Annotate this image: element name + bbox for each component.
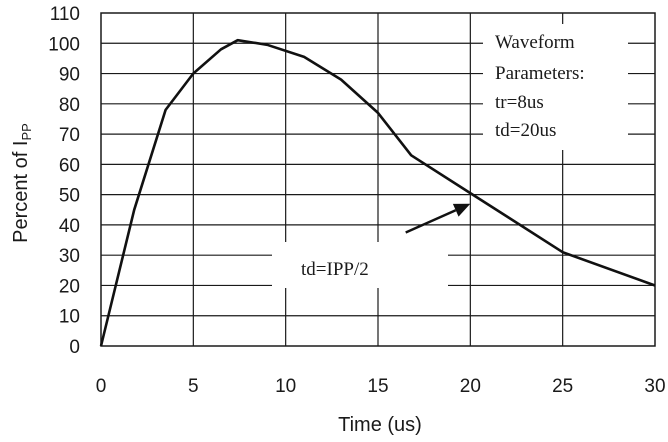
x-tick-label: 0: [96, 376, 107, 397]
params-box: [483, 24, 628, 150]
y-axis-title-main: Percent of I: [10, 141, 32, 243]
arrow-shaft: [405, 209, 457, 234]
y-tick-label: 20: [59, 276, 80, 297]
params-line-4: td=20us: [495, 120, 556, 141]
x-axis-title: Time (us): [338, 414, 422, 436]
params-line-3: tr=8us: [495, 92, 544, 113]
y-tick-label: 10: [59, 307, 80, 328]
td-label: td=IPP/2: [301, 259, 369, 280]
y-tick-label: 60: [59, 155, 80, 176]
x-tick-label: 20: [460, 376, 481, 397]
y-tick-label: 90: [59, 65, 80, 86]
y-axis-title: Percent of IPP: [10, 123, 34, 243]
y-tick-label: 0: [69, 337, 80, 358]
annotation-arrow: [405, 203, 471, 234]
arrow-head: [452, 203, 471, 217]
y-tick-label: 40: [59, 216, 80, 237]
grid: [101, 13, 655, 346]
y-tick-label: 100: [48, 34, 80, 55]
y-tick-label: 110: [50, 4, 80, 25]
plot-area-border: [100, 12, 656, 347]
params-line-2: Parameters:: [495, 63, 585, 84]
y-tick-label: 30: [59, 246, 80, 267]
x-tick-label: 5: [188, 376, 199, 397]
y-axis-title-subscript: PP: [19, 123, 34, 140]
y-tick-label: 80: [59, 95, 80, 116]
waveform-line: [99, 38, 656, 347]
y-tick-label: 50: [59, 186, 80, 207]
y-tick-label: 70: [59, 125, 80, 146]
td-label-box: [272, 242, 448, 288]
x-tick-label: 10: [275, 376, 296, 397]
x-tick-label: 25: [552, 376, 573, 397]
x-tick-label: 15: [367, 376, 388, 397]
params-line-1: Waveform: [495, 32, 575, 53]
x-tick-label: 30: [644, 376, 665, 397]
